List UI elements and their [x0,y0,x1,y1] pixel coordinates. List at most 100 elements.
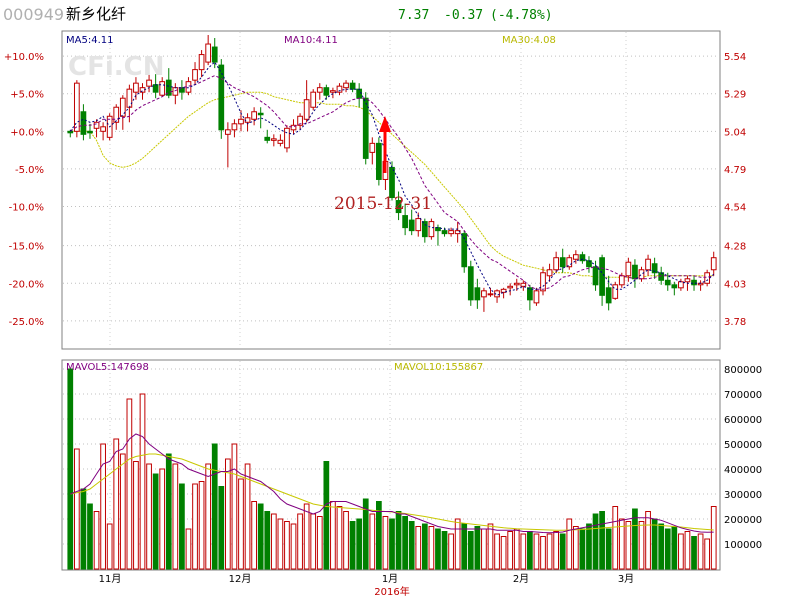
candle-body-down [152,84,159,93]
candle-body-down [349,82,356,90]
candle-body-up [336,85,343,93]
volume-bar-down [362,498,369,570]
volume-bar-down [323,461,330,570]
legend-ma5: MA5:4.11 [66,35,113,46]
volume-bar-up [553,531,560,570]
candle-body-down [421,221,428,238]
volume-axis-tick: 500000 [724,440,762,451]
volume-bar-up [625,521,632,570]
candle-body-down [441,230,448,235]
volume-bar-up [704,538,711,570]
volume-bar-up [310,513,317,570]
candle-body-down [599,257,605,296]
volume-bar-up [684,531,691,570]
volume-bar-up [139,393,146,570]
volume-bar-up [710,506,717,570]
candle-body-down [461,233,468,268]
candle-body-up [710,257,717,271]
volume-bar-down [435,528,441,570]
candle-body-down [402,215,408,229]
volume-bar-down [421,523,428,570]
candle-body-up [73,82,80,132]
volume-bar-up [330,501,336,570]
volume-bar-down [349,521,356,570]
candle-body-down [389,166,395,199]
candle-body-up [198,54,205,71]
candle-body-up [704,272,711,284]
volume-bar-down [264,511,271,570]
volume-bar-up [507,531,514,570]
candle-body-up [133,82,139,93]
candle-body-down [257,112,264,116]
candle-body-up [113,106,120,123]
candle-body-up [119,97,126,117]
left-axis-tick: +10.0% [4,52,44,63]
volume-bar-down [632,508,638,570]
candle-body-up [303,99,310,120]
candle-body-up [290,124,297,131]
right-axis-tick: 5.54 [724,52,746,63]
candle-body-down [632,264,638,280]
month-label: 11月 [99,573,122,585]
candle-body-up [343,82,349,89]
legend-mavol5: MAVOL5:147698 [66,362,149,373]
volume-axis-tick: 300000 [724,490,762,501]
candle-body-up [533,290,540,304]
header-pct: (-4.78%) [490,8,553,23]
legend-ma10: MA10:4.11 [284,35,338,46]
ma-lines [69,61,715,296]
candle-body-up [93,121,100,129]
watermark: CFi.CN [68,52,164,82]
candle-body-up [224,129,231,135]
candle-body-down [264,136,271,141]
volume-bar-down [152,473,159,570]
candle-body-up [507,285,514,289]
volume-bar-up [172,463,179,570]
volume-bar-up [198,481,205,570]
candle-body-down [586,260,592,268]
candle-body-down [691,279,697,286]
candle-body-down [671,284,678,289]
volume-bar-down [691,536,697,570]
ma5-series [69,61,715,296]
volume-bar-up [185,528,192,570]
volume-bar-up [297,513,303,570]
candle-body-up [310,91,317,108]
left-axis-tick: -15.0% [9,242,44,253]
volume-bar-up [224,458,231,570]
volume-bar-up [513,528,520,570]
volume-bar-up [284,521,290,570]
volume-panel-frame [61,359,721,571]
candle-body-down [67,130,74,134]
candle-body-down [592,266,599,286]
candle-body-down [527,287,533,301]
volume-bar-down [87,503,93,570]
volume-bar-down [599,511,605,570]
year-label: 2016年 [374,585,409,598]
volume-bar-up [119,453,126,570]
header-price: 7.37 [398,8,429,23]
candle-body-up [205,43,212,63]
volume-bar-down [441,531,448,570]
volume-bar-down [461,523,468,570]
volume-bar-up [572,526,579,570]
candle-body-down [651,263,658,274]
candle-body-down [408,219,415,232]
volume-bar-down [651,518,658,570]
candle-body-down [664,279,671,286]
volume-bar-up [106,523,113,570]
candle-body-up [244,117,251,123]
volume-bar-down [605,528,612,570]
volume-bar-up [382,516,389,570]
volume-bar-up [277,518,284,570]
volume-bar-down [257,503,264,570]
candle-body-up [369,142,376,153]
candle-body-up [284,127,290,149]
volume-bar-up [244,463,251,570]
volume-bar-down [376,501,382,570]
volume-axis-tick: 800000 [724,365,762,376]
volume-bar-up [251,501,257,570]
volume-bar-up [369,513,376,570]
volume-bar-up [487,523,494,570]
